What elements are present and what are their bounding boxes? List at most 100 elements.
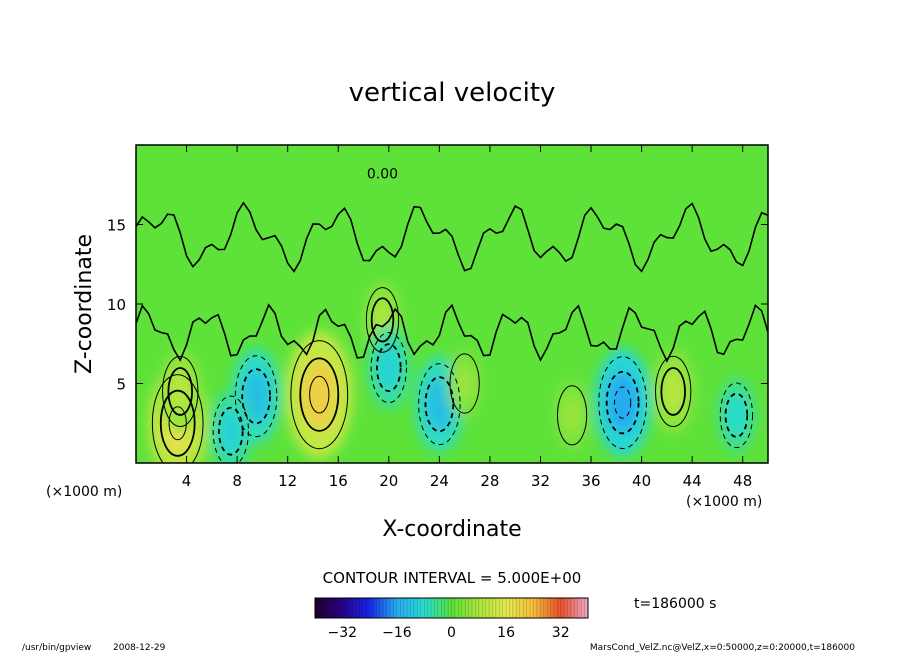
y-tick-label: 10 [107,296,126,314]
colorbar-cell [345,598,350,618]
colorbar-cell [543,598,548,618]
colorbar-cell [567,598,572,618]
colorbar-cell [400,598,405,618]
field-core-updraft [455,364,475,403]
y-axis: 5 10 15 [107,217,768,394]
colorbar-cell [355,598,360,618]
colorbar-cell [506,598,510,618]
colorbar-cell [338,598,343,618]
contour-line [370,332,407,404]
colorbar-cell [499,598,503,618]
colorbar-cell [441,598,445,618]
colorbar-cell [413,598,418,618]
y-axis-label: Z-coordinate [72,234,97,374]
field-core-downdraft [219,408,243,454]
colorbar-cell [396,598,401,618]
colorbar-frame [314,597,589,619]
colorbar-cell [366,598,370,618]
contour-line [168,406,187,441]
contour-interval: CONTOUR INTERVAL = 5.000E+00 [323,569,582,587]
zero-contour-label: 0.00 [367,166,398,182]
colorbar-cell [465,598,469,618]
footer-source: MarsCond_VelZ.nc@VelZ,x=0:50000,z=0:2000… [590,643,855,653]
colorbar-cell [349,598,353,618]
colorbar-cell [482,598,486,618]
colorbar-cell [574,598,579,618]
y-tick-label: 15 [107,217,126,235]
colorbar-cell [325,598,329,618]
x-axis: 4 8 12 16 20 24 28 32 36 40 44 48 [182,145,752,490]
colorbar-cell [475,598,480,618]
colorbar-cell [321,598,326,618]
colorbar-cell [540,598,544,618]
colorbar-cell [335,598,340,618]
contour-line [234,355,278,438]
colorbar-cell [584,598,589,618]
colorbar-cell [519,598,524,618]
contour-line [614,386,632,419]
x-tick-label: 32 [531,472,550,490]
colorbar-cell [417,598,422,618]
colorbar-cell [560,598,565,618]
contour-line [418,363,461,446]
x-tick-label: 48 [733,472,752,490]
colorbar-cell [420,598,425,618]
colorbar-cell [376,598,381,618]
footer-program: /usr/bin/gpview [22,643,91,653]
x-tick-label: 36 [581,472,600,490]
colorbar-tick-label: −16 [382,625,412,641]
contour-line [449,353,480,414]
colorbar-cell [547,598,551,618]
colorbar-cell [489,598,493,618]
colorbar-cell [461,598,466,618]
contour-line [212,395,249,463]
colorbar-cell [529,598,534,618]
time-label: t=186000 s [634,596,716,612]
colorbar-tick-label: 32 [552,625,570,641]
colorbar-cell [577,598,582,618]
colorbar-cell [352,598,357,618]
contour-line [159,389,196,457]
colorbar-cell [458,598,463,618]
colorbar-cell [393,598,398,618]
x-tick-label: 8 [232,472,242,490]
colorbar [314,597,589,619]
colorbar-cell [485,598,490,618]
colorbar-cell [495,598,500,618]
colorbar-cell [523,598,527,618]
x-tick-label: 20 [379,472,398,490]
colorbar-cell [478,598,483,618]
field-core-downdraft [425,377,453,431]
contour-line [376,343,402,392]
field-core-downdraft [607,372,639,433]
colorbar-cell [512,598,517,618]
x-tick-label: 16 [329,472,348,490]
colorbar-cell [379,598,384,618]
colorbar-ticks: −32 −16 0 16 32 [328,625,570,641]
colorbar-cell [570,598,575,618]
x-tick-label: 24 [430,472,449,490]
x-unit-left: (×1000 m) [46,484,122,500]
field-core-updraft [562,396,582,435]
contour-line [719,382,754,449]
colorbar-cell [427,598,432,618]
zero-contour [136,201,768,273]
colorbar-cell [407,598,411,618]
colorbar-cell [362,598,367,618]
colorbar-cell [410,598,415,618]
field-core-downdraft [725,394,747,437]
contour-line [598,356,647,449]
x-unit-right: (×1000 m) [686,494,762,510]
colorbar-cell [471,598,476,618]
chart-title: vertical velocity [349,78,556,108]
field-core-downdraft [377,344,401,391]
field-core-updraft [300,359,338,430]
contour-line [162,355,199,427]
zero-contour [136,303,768,363]
contour-line [241,368,271,425]
colorbar-cell [526,598,531,618]
colorbar-cell [437,598,442,618]
contour-line [605,370,640,435]
colorbar-cell [390,598,394,618]
